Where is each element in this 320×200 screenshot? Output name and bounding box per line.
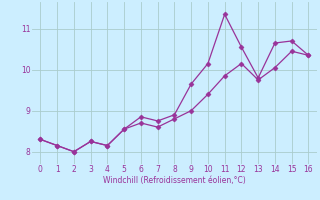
X-axis label: Windchill (Refroidissement éolien,°C): Windchill (Refroidissement éolien,°C) <box>103 176 246 185</box>
